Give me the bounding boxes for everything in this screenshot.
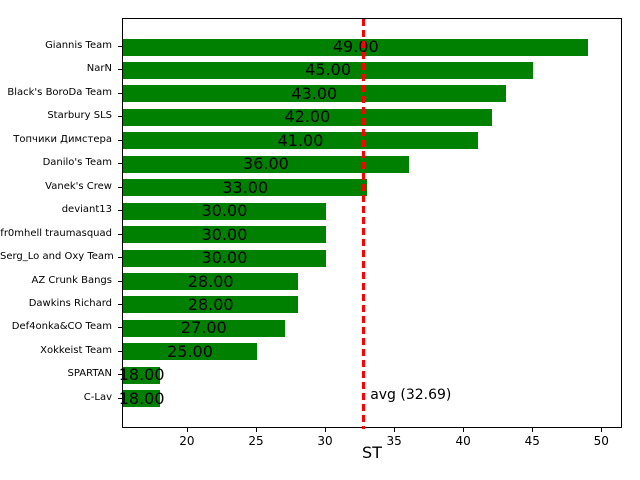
bar: [123, 85, 506, 103]
y-tick-label: fr0mhell traumasquad: [0, 227, 112, 239]
y-tick-label: Giannis Team: [45, 40, 112, 51]
bar-value-label: 30.00: [201, 201, 248, 221]
bar: [123, 319, 285, 337]
y-tick-mark: [118, 374, 122, 376]
bar: [123, 366, 161, 384]
y-tick-mark: [118, 303, 122, 305]
bar-value-label: 33.00: [222, 177, 269, 197]
x-tick-label: 25: [248, 434, 264, 448]
x-tick-mark: [532, 428, 534, 432]
y-tick-label: Danilo's Team: [42, 157, 112, 169]
y-tick-mark: [118, 163, 122, 165]
bar-value-label: 28.00: [187, 294, 234, 314]
y-tick-label: SPARTAN: [67, 368, 112, 380]
x-tick-mark: [255, 428, 257, 432]
bar-value-label: 18.00: [118, 365, 165, 385]
y-tick-label: AZ Crunk Bangs: [31, 274, 113, 286]
bar: [123, 202, 327, 220]
bar: [123, 390, 161, 408]
bar: [123, 179, 368, 197]
x-tick-label: 35: [386, 434, 402, 448]
bar: [123, 108, 492, 126]
x-tick-mark: [601, 428, 603, 432]
x-tick-mark: [394, 428, 396, 432]
y-tick-label: Xokkeist Team: [40, 344, 112, 356]
y-tick-mark: [118, 350, 122, 352]
y-tick-label: Black's BoroDa Team: [7, 86, 112, 98]
x-tick-label: 50: [593, 434, 609, 448]
bar-value-label: 30.00: [201, 248, 248, 268]
y-tick-label: Dawkins Richard: [28, 297, 112, 309]
y-tick-label: Serg_Lo and Oxy Team: [0, 251, 114, 263]
bar: [123, 343, 257, 361]
x-tick-label: 45: [524, 434, 540, 448]
bar: [123, 38, 589, 56]
bar-value-label: 42.00: [284, 107, 331, 127]
bar-value-label: 41.00: [277, 130, 324, 150]
y-tick-label: NarN: [86, 63, 112, 75]
bar-value-label: 36.00: [243, 154, 289, 174]
y-tick-mark: [118, 210, 122, 212]
x-axis-label: ST: [362, 443, 382, 462]
avg-line-label: avg (32.69): [370, 387, 452, 403]
y-tick-label: Starbury SLS: [47, 110, 112, 122]
x-tick-mark: [463, 428, 465, 432]
bar: [123, 61, 534, 79]
y-tick-mark: [118, 327, 122, 329]
bar-value-label: 43.00: [291, 83, 338, 103]
avg-reference-line: [361, 19, 365, 429]
x-tick-label: 40: [455, 434, 471, 448]
y-tick-mark: [118, 186, 122, 188]
x-tick-mark: [186, 428, 188, 432]
y-tick-mark: [118, 116, 122, 118]
y-tick-mark: [118, 257, 122, 259]
bar: [123, 249, 327, 267]
x-tick-label: 20: [179, 434, 195, 448]
y-tick-mark: [118, 280, 122, 282]
bar: [123, 155, 409, 173]
bar-value-label: 27.00: [180, 318, 227, 338]
y-tick-mark: [118, 397, 122, 399]
plot-area: 49.00 45.00 43.00 42.00 41.00 36.00 33.00 30.00…: [118, 18, 622, 429]
bar-value-label: 45.00: [305, 60, 352, 80]
x-tick-mark: [325, 428, 327, 432]
bar: [123, 273, 299, 290]
bar-value-label: 49.00: [332, 37, 379, 56]
bar: [123, 296, 299, 314]
y-tick-mark: [118, 233, 122, 235]
bar-value-label: 28.00: [187, 271, 234, 291]
bar-value-label: 25.00: [167, 341, 213, 361]
bar-value-label: 18.00: [118, 388, 165, 408]
y-tick-label: C-Lav: [83, 391, 112, 403]
y-tick-mark: [118, 69, 122, 71]
y-tick-label: Def4onka&CO Team: [11, 321, 112, 333]
bar: [123, 226, 327, 244]
y-tick-label: Топчики Димстера: [13, 133, 112, 145]
x-tick-label: 30: [317, 434, 333, 448]
y-tick-label: Vanek's Crew: [45, 180, 112, 192]
y-tick-mark: [118, 92, 122, 94]
y-tick-label: deviant13: [61, 204, 112, 216]
y-tick-mark: [118, 139, 122, 141]
bar: [123, 132, 478, 150]
y-tick-mark: [118, 46, 122, 47]
bar-value-label: 30.00: [201, 224, 248, 244]
